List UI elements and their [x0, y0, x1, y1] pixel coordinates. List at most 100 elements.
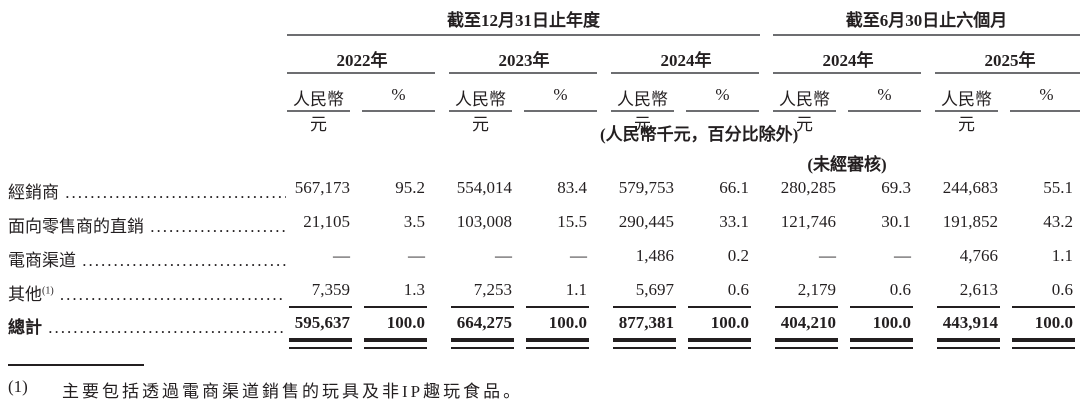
- amount-cell: 21,105: [303, 212, 350, 231]
- row-label-text: 電商渠道: [8, 251, 76, 270]
- year-header: 2024年: [660, 51, 712, 70]
- footnote-marker: (1): [8, 377, 28, 396]
- subtotal-rule: [775, 306, 838, 308]
- total-double-rule: [613, 338, 676, 349]
- divider: [611, 72, 759, 74]
- divider: [773, 34, 1080, 36]
- row-label-text: 經銷商: [8, 183, 59, 202]
- year-header: 2024年: [822, 51, 874, 70]
- unit-note: (人民幣千元，百分比除外): [600, 125, 799, 144]
- unaudited-note: (未經審核): [807, 155, 887, 174]
- rmb-column-header: 人民幣元: [617, 90, 668, 134]
- percent-cell: —: [570, 246, 587, 265]
- percent-cell: 95.2: [395, 178, 425, 197]
- total-double-rule: [850, 338, 913, 349]
- divider: [449, 72, 597, 74]
- percent-cell: 55.1: [1043, 178, 1073, 197]
- percent-cell: 43.2: [1043, 212, 1073, 231]
- amount-cell: —: [333, 246, 350, 265]
- total-cell: 877,381: [618, 313, 674, 332]
- percent-cell: 0.6: [727, 280, 749, 299]
- total-cell: 595,637: [294, 313, 350, 332]
- divider: [524, 110, 597, 112]
- divider: [362, 110, 435, 112]
- amount-cell: 2,179: [797, 280, 836, 299]
- subtotal-rule: [613, 306, 676, 308]
- total-cell: 100.0: [872, 313, 911, 332]
- total-double-rule: [526, 338, 589, 349]
- percent-cell: 0.6: [1051, 280, 1073, 299]
- total-cell: 404,210: [780, 313, 836, 332]
- percent-cell: 3.5: [403, 212, 425, 231]
- percent-cell: 0.2: [727, 246, 749, 265]
- divider: [848, 110, 921, 112]
- divider: [773, 110, 836, 112]
- percent-cell: 1.1: [565, 280, 587, 299]
- amount-cell: 290,445: [618, 212, 674, 231]
- amount-cell: —: [495, 246, 512, 265]
- rmb-column-header: 人民幣元: [941, 90, 992, 134]
- row-label: 經銷商 ....................................…: [8, 183, 286, 202]
- rmb-column-header: 人民幣元: [779, 90, 830, 134]
- footnote-ref: (1): [42, 285, 54, 297]
- divider: [773, 72, 921, 74]
- subtotal-rule: [451, 306, 514, 308]
- percent-column-header: %: [715, 85, 730, 104]
- divider: [287, 110, 350, 112]
- total-label-text: 總計: [8, 318, 42, 337]
- total-cell: 443,914: [942, 313, 998, 332]
- year-header: 2022年: [336, 51, 388, 70]
- row-label: 面向零售商的直銷 ...............................…: [8, 217, 286, 236]
- percent-cell: 66.1: [719, 178, 749, 197]
- annual-period-header: 截至12月31日止年度: [447, 11, 600, 30]
- subtotal-rule: [850, 306, 913, 308]
- amount-cell: 5,697: [635, 280, 674, 299]
- total-cell: 100.0: [1034, 313, 1073, 332]
- divider: [1010, 110, 1080, 112]
- year-header: 2025年: [984, 51, 1036, 70]
- percent-cell: 1.3: [403, 280, 425, 299]
- subtotal-rule: [937, 306, 1000, 308]
- percent-cell: —: [894, 246, 911, 265]
- divider: [611, 110, 674, 112]
- amount-cell: 554,014: [456, 178, 512, 197]
- subtotal-rule: [289, 306, 352, 308]
- row-label-text: 面向零售商的直銷: [8, 217, 144, 236]
- amount-cell: 280,285: [780, 178, 836, 197]
- divider: [686, 110, 759, 112]
- total-double-rule: [364, 338, 427, 349]
- divider: [449, 110, 512, 112]
- total-double-rule: [775, 338, 838, 349]
- percent-cell: 0.6: [889, 280, 911, 299]
- total-cell: 664,275: [456, 313, 512, 332]
- percent-column-header: %: [553, 85, 568, 104]
- total-double-rule: [451, 338, 514, 349]
- total-double-rule: [1012, 338, 1075, 349]
- row-label-text: 其他: [8, 285, 42, 304]
- percent-column-header: %: [1039, 85, 1054, 104]
- total-double-rule: [937, 338, 1000, 349]
- amount-cell: 244,683: [942, 178, 998, 197]
- total-double-rule: [688, 338, 751, 349]
- total-double-rule: [289, 338, 352, 349]
- amount-cell: 579,753: [618, 178, 674, 197]
- amount-cell: 103,008: [456, 212, 512, 231]
- divider: [935, 110, 998, 112]
- total-cell: 100.0: [386, 313, 425, 332]
- amount-cell: 567,173: [294, 178, 350, 197]
- year-header: 2023年: [498, 51, 550, 70]
- row-label: 電商渠道 ...................................…: [8, 251, 286, 270]
- subtotal-rule: [1012, 306, 1075, 308]
- subtotal-rule: [526, 306, 589, 308]
- footnote-rule: [8, 364, 144, 366]
- percent-cell: 33.1: [719, 212, 749, 231]
- amount-cell: —: [819, 246, 836, 265]
- percent-cell: 1.1: [1051, 246, 1073, 265]
- row-label: 其他(1) ..................................…: [8, 285, 286, 304]
- percent-cell: —: [408, 246, 425, 265]
- total-label: 總計 .....................................…: [8, 318, 286, 337]
- percent-cell: 83.4: [557, 178, 587, 197]
- subtotal-rule: [688, 306, 751, 308]
- amount-cell: 2,613: [959, 280, 998, 299]
- footnote-text: 主要包括透過電商渠道銷售的玩具及非IP趣玩食品。: [62, 382, 524, 401]
